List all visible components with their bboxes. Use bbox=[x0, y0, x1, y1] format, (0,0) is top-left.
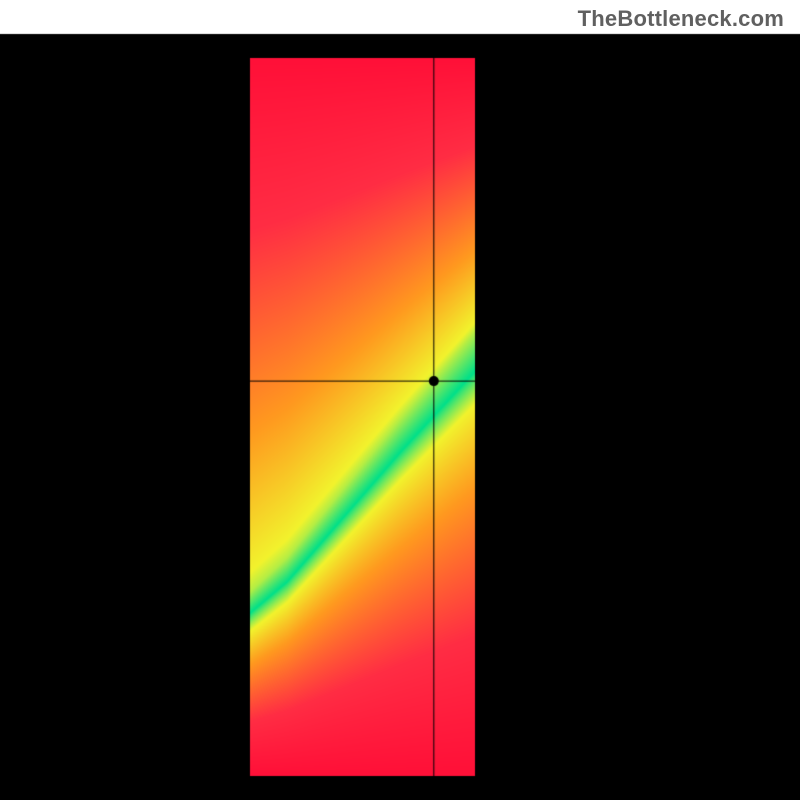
heatmap-canvas bbox=[0, 0, 800, 800]
bottleneck-chart bbox=[0, 0, 800, 800]
attribution-label: TheBottleneck.com bbox=[578, 6, 784, 32]
